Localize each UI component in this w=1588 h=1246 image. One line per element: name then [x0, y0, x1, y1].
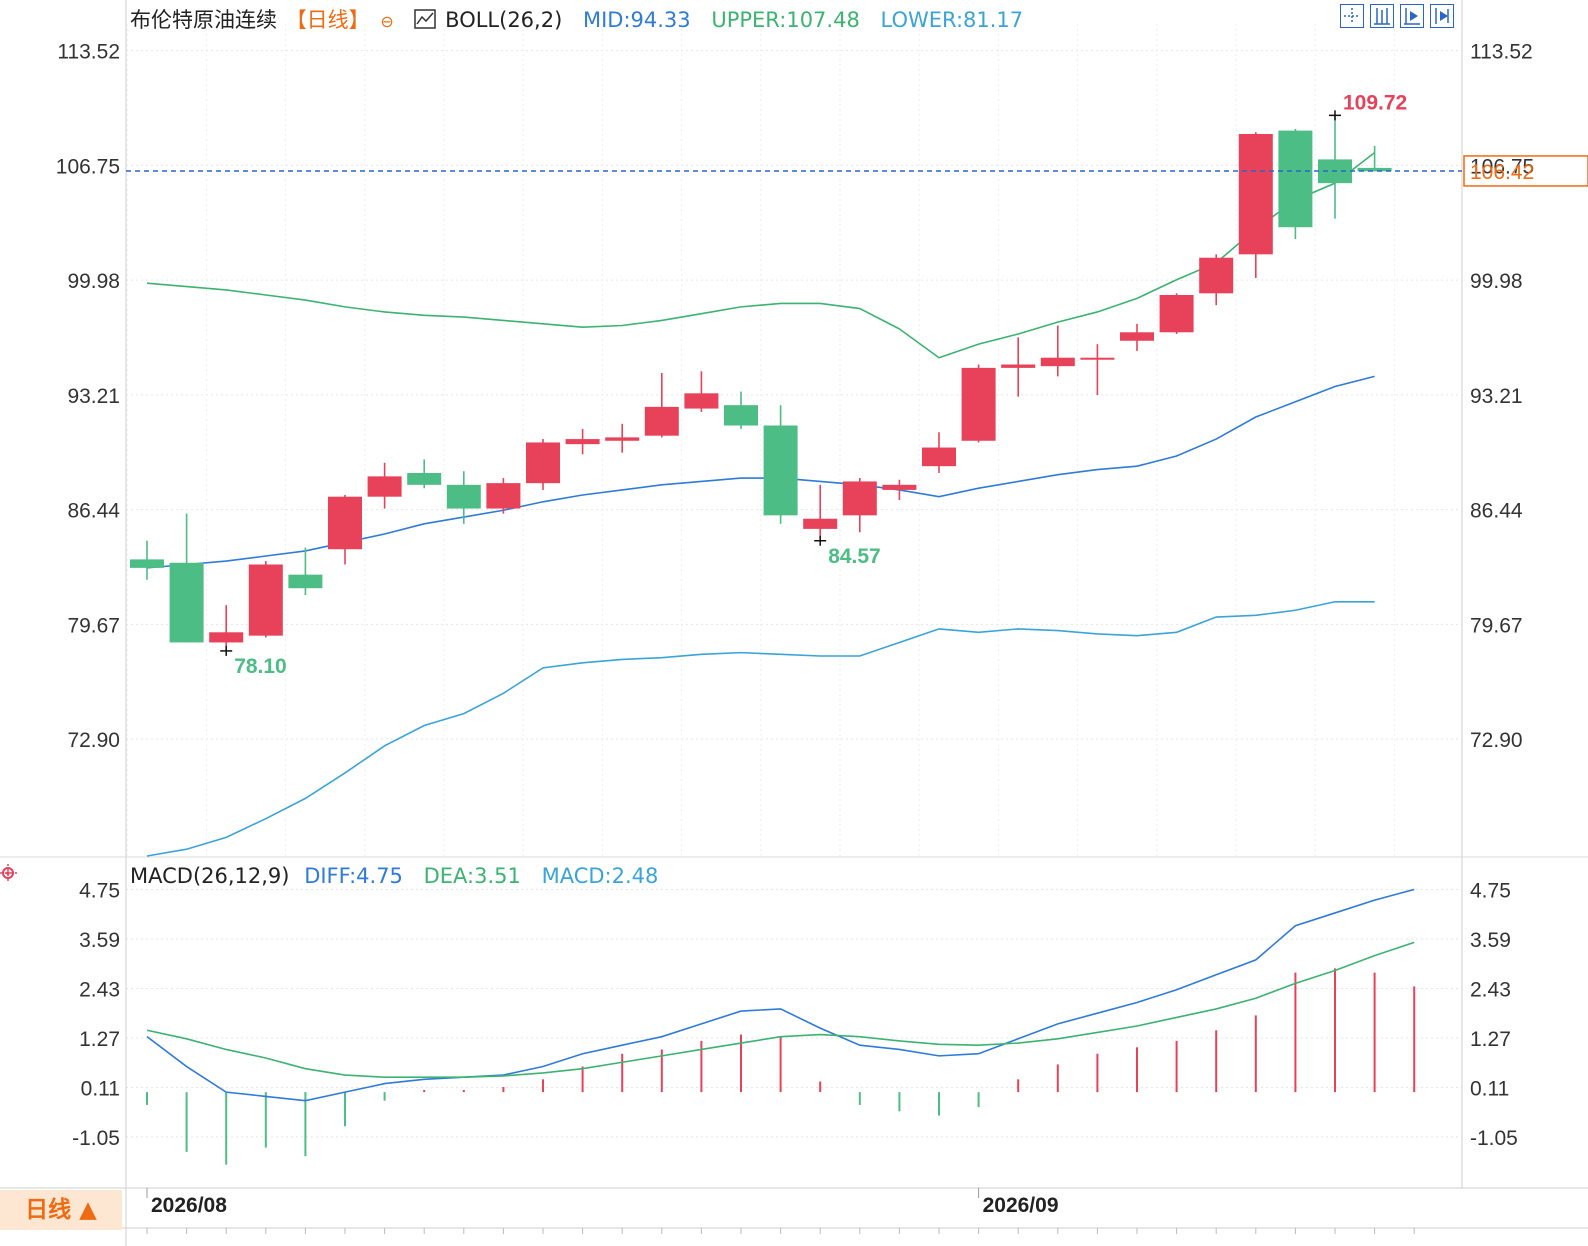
macd-tick-left: 0.11 — [81, 1077, 120, 1100]
candle-body — [288, 574, 323, 589]
price-tick-right: 86.44 — [1470, 500, 1523, 523]
settings-gear-icon[interactable] — [0, 862, 20, 884]
price-tick-left: 72.90 — [67, 729, 120, 752]
boll-upper-line — [146, 152, 1376, 359]
crosshair-icon[interactable] — [1340, 4, 1364, 28]
candle-body — [446, 484, 481, 509]
date-label: 2026/09 — [983, 1194, 1059, 1217]
zoom-in-icon[interactable] — [1400, 4, 1424, 28]
candle-body — [209, 632, 244, 643]
price-tick-left: 99.98 — [67, 270, 120, 293]
candle-body — [922, 447, 956, 467]
macd-panel — [146, 888, 1416, 1165]
macd-tick-right: 2.43 — [1470, 978, 1511, 1001]
macd-diff-value: DIFF:4.75 — [304, 864, 403, 888]
candle-body — [803, 518, 838, 529]
price-tick-left: 79.67 — [67, 614, 120, 637]
candle-body — [169, 562, 204, 643]
candle-body — [130, 559, 164, 568]
candles — [126, 110, 1588, 656]
macd-tick-right: -1.05 — [1470, 1127, 1518, 1150]
low-marker-label: 78.10 — [234, 655, 287, 678]
candle-body — [605, 437, 640, 441]
price-tick-right: 72.90 — [1470, 729, 1523, 752]
macd-macd-value: MACD:2.48 — [541, 864, 659, 888]
candle-body — [526, 442, 560, 484]
price-tick-left: 93.21 — [67, 385, 120, 408]
macd-indicator-name[interactable]: MACD(26,12,9) — [130, 864, 290, 888]
boll-upper-value: UPPER:107.48 — [711, 8, 860, 32]
candle-body — [1238, 133, 1273, 255]
price-tick-right: 99.98 — [1470, 270, 1523, 293]
last-price-label: 106.42 — [1470, 161, 1534, 184]
candle-body — [1199, 257, 1234, 294]
macd-dea-line — [146, 941, 1415, 1078]
date-label: 2026/08 — [151, 1194, 227, 1217]
candle-body — [1040, 357, 1075, 367]
candle-body — [1001, 364, 1036, 368]
candle-body — [565, 439, 600, 445]
candle-body — [644, 406, 679, 436]
macd-tick-right: 4.75 — [1470, 879, 1511, 902]
candle-body — [1120, 332, 1154, 341]
period-selector-button[interactable]: 日线 ▲ — [0, 1190, 122, 1230]
price-tick-right: 113.52 — [1470, 41, 1533, 64]
candle-body — [882, 484, 917, 490]
candle-body — [486, 483, 521, 509]
macd-tick-right: 0.11 — [1470, 1077, 1509, 1100]
macd-tick-left: 4.75 — [79, 879, 120, 902]
grid-lines — [126, 24, 1462, 1138]
price-tick-left: 106.75 — [56, 155, 120, 178]
macd-tick-right: 1.27 — [1470, 1028, 1511, 1051]
candle-body — [1159, 295, 1194, 333]
candle-body — [248, 564, 283, 636]
candle-body — [1357, 167, 1392, 172]
candle-body — [1080, 357, 1115, 360]
boll-lower-value: LOWER:81.17 — [880, 8, 1024, 32]
macd-diff-line — [146, 888, 1415, 1102]
chart-header: 布伦特原油连续 【日线】 ⊖ BOLL(26,2) MID:94.33 UPPE… — [130, 4, 1037, 34]
indicator-switch-icon[interactable] — [414, 8, 443, 32]
crosshair-toggle-icon[interactable]: ⊖ — [380, 12, 394, 31]
macd-tick-right: 3.59 — [1470, 929, 1511, 952]
axis-labels: 113.52 113.52 106.75 106.75 99.98 99.98 93.21 9… — [56, 41, 1534, 1217]
instrument-title: 布伦特原油连续 — [130, 8, 277, 32]
chart-toolbar — [1340, 4, 1454, 28]
candle-icon[interactable] — [1370, 4, 1394, 28]
high-marker-label: 109.72 — [1343, 91, 1407, 114]
price-tick-left: 113.52 — [57, 41, 120, 64]
candle-body — [684, 393, 719, 409]
candle-body — [328, 496, 362, 550]
candle-body — [763, 425, 798, 516]
candle-body — [407, 472, 442, 485]
zoom-out-icon[interactable] — [1430, 4, 1454, 28]
price-tick-right: 106.75 — [1470, 155, 1534, 178]
last-price-tag — [1463, 155, 1588, 187]
period-tag[interactable]: 【日线】 — [285, 8, 370, 32]
macd-dea-value: DEA:3.51 — [423, 864, 521, 888]
candle-body — [1278, 130, 1313, 228]
macd-header: MACD(26,12,9) DIFF:4.75 DEA:3.51 MACD:2.… — [130, 864, 672, 888]
price-tick-right: 79.67 — [1470, 614, 1523, 637]
boll-indicator-name[interactable]: BOLL(26,2) — [445, 8, 563, 32]
macd-tick-left: 1.27 — [79, 1028, 120, 1051]
candle-body — [724, 405, 758, 426]
macd-tick-left: -1.05 — [72, 1127, 120, 1150]
candle-body — [961, 367, 996, 441]
macd-tick-left: 2.43 — [79, 978, 120, 1001]
boll-lower-line — [146, 600, 1375, 857]
candle-body — [842, 481, 877, 516]
candle-body — [367, 476, 402, 497]
boll-mid-value: MID:94.33 — [582, 8, 691, 32]
macd-tick-left: 3.59 — [79, 929, 120, 952]
low-marker-label: 84.57 — [828, 545, 881, 568]
price-tick-right: 93.21 — [1470, 385, 1523, 408]
price-tick-left: 86.44 — [67, 500, 120, 523]
